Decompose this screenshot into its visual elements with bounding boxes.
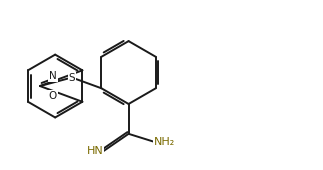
Text: O: O (49, 91, 57, 101)
Text: HN: HN (87, 146, 103, 156)
Text: NH₂: NH₂ (154, 137, 175, 147)
Text: S: S (68, 73, 75, 82)
Text: N: N (49, 71, 57, 81)
